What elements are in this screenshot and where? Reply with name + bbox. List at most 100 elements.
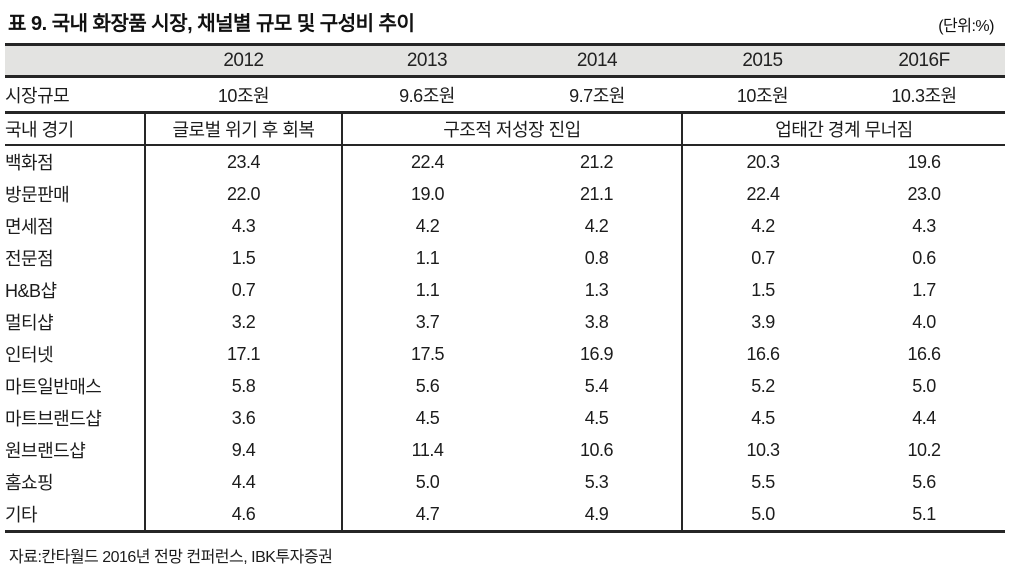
- channel-value: 4.2: [512, 210, 683, 242]
- channel-value: 1.1: [415, 279, 440, 300]
- source-note: 자료:칸타월드 2016년 전망 컨퍼런스, IBK투자증권: [9, 549, 333, 566]
- year-header: 2013: [406, 49, 448, 71]
- channel-value: 5.0: [912, 375, 936, 396]
- channel-value: 23.0: [907, 183, 941, 204]
- table-row: 멀티샵 3.2 3.7 3.8 3.9 4.0: [5, 306, 1005, 338]
- channel-value: 16.9: [512, 338, 683, 370]
- channel-label: 기타: [5, 498, 146, 532]
- channel-value: 9.4: [145, 434, 343, 466]
- unit-label: (단위:%): [938, 18, 994, 35]
- channel-value: 1.1: [415, 247, 440, 268]
- table-row: 마트브랜드샵 3.6 4.5 4.5 4.5 4.4: [5, 402, 1005, 434]
- channel-value: 19.0: [410, 183, 445, 204]
- channel-value: 0.6: [912, 247, 936, 268]
- year-header: 2016F: [898, 49, 950, 71]
- market-size-value: 10.3조원: [891, 85, 957, 106]
- channel-label: 원브랜드샵: [5, 434, 146, 466]
- channel-value: 4.9: [512, 498, 683, 532]
- table-row: 백화점 23.4 22.4 21.2 20.3 19.6: [5, 145, 1005, 178]
- channel-value: 5.4: [512, 370, 683, 402]
- channel-value: 1.7: [912, 279, 936, 300]
- channel-value: 4.5: [512, 402, 683, 434]
- economy-phase: 구조적 저성장 진입: [342, 112, 683, 145]
- channel-value: 22.4: [746, 183, 780, 204]
- channel-value: 16.6: [746, 343, 780, 364]
- channel-value: 0.7: [751, 247, 775, 268]
- table-row: H&B샵 0.7 1.1 1.3 1.5 1.7: [5, 274, 1005, 306]
- channel-label: 마트일반매스: [5, 370, 146, 402]
- channel-label: 마트브랜드샵: [5, 402, 146, 434]
- channel-value: 21.1: [512, 178, 683, 210]
- year-header: 2014: [576, 49, 618, 71]
- table-row: 전문점 1.5 1.1 0.8 0.7 0.6: [5, 242, 1005, 274]
- channel-value: 5.5: [751, 471, 775, 492]
- channel-label: 홈쇼핑: [5, 466, 146, 498]
- channel-value: 1.5: [751, 279, 775, 300]
- channel-value: 4.4: [145, 466, 343, 498]
- channel-value: 4.6: [145, 498, 343, 532]
- channel-value: 5.1: [912, 503, 936, 524]
- market-size-value: 10조원: [217, 85, 270, 106]
- channel-value: 0.7: [145, 274, 343, 306]
- channel-value: 3.7: [415, 311, 440, 332]
- channel-value: 21.2: [512, 145, 683, 178]
- channel-value: 17.5: [410, 343, 445, 364]
- channel-value: 4.4: [912, 407, 936, 428]
- table-row: 원브랜드샵 9.4 11.4 10.6 10.3 10.2: [5, 434, 1005, 466]
- channel-value: 3.2: [145, 306, 343, 338]
- channel-value: 5.8: [145, 370, 343, 402]
- channel-value: 10.3: [746, 439, 780, 460]
- channel-value: 4.2: [415, 215, 440, 236]
- channel-value: 5.0: [751, 503, 775, 524]
- table-title: 표 9. 국내 화장품 시장, 채널별 규모 및 구성비 추이: [8, 13, 415, 35]
- channel-value: 4.0: [912, 311, 936, 332]
- channel-value: 23.4: [145, 145, 343, 178]
- channel-value: 4.2: [751, 215, 775, 236]
- channel-value: 3.8: [512, 306, 683, 338]
- channel-value: 4.3: [145, 210, 343, 242]
- market-size-value: 10조원: [736, 85, 789, 106]
- table-row: 인터넷 17.1 17.5 16.9 16.6 16.6: [5, 338, 1005, 370]
- channel-value: 1.3: [512, 274, 683, 306]
- channel-value: 17.1: [145, 338, 343, 370]
- economy-row: 국내 경기 글로벌 위기 후 회복 구조적 저성장 진입 업태간 경계 무너짐: [5, 112, 1005, 145]
- channel-value: 5.6: [912, 471, 936, 492]
- channel-value: 16.6: [907, 343, 941, 364]
- channel-label: 면세점: [5, 210, 146, 242]
- channel-value: 0.8: [512, 242, 683, 274]
- market-size-row: 시장규모 10조원 9.6조원 9.7조원 10조원 10.3조원: [5, 77, 1005, 113]
- channel-label: 인터넷: [5, 338, 146, 370]
- channel-value: 5.2: [751, 375, 775, 396]
- title-bar: 표 9. 국내 화장품 시장, 채널별 규모 및 구성비 추이 (단위:%): [8, 7, 994, 36]
- channel-value: 10.2: [907, 439, 941, 460]
- channel-value: 5.0: [415, 471, 440, 492]
- table-row: 홈쇼핑 4.4 5.0 5.3 5.5 5.6: [5, 466, 1005, 498]
- channel-value: 5.3: [512, 466, 683, 498]
- year-header: 2012: [223, 49, 264, 71]
- year-header-row: 2012 2013 2014 2015 2016F: [5, 44, 1005, 77]
- economy-phase: 글로벌 위기 후 회복: [145, 112, 343, 145]
- channel-value: 4.7: [415, 503, 440, 524]
- market-size-label: 시장규모: [5, 85, 70, 106]
- channel-value: 4.3: [912, 215, 936, 236]
- table-row: 마트일반매스 5.8 5.6 5.4 5.2 5.0: [5, 370, 1005, 402]
- channel-value: 5.6: [415, 375, 440, 396]
- economy-label: 국내 경기: [5, 112, 146, 145]
- channel-label: 전문점: [5, 242, 146, 274]
- channel-value: 19.6: [907, 151, 941, 172]
- corner-cell: [5, 45, 145, 77]
- market-size-value: 9.6조원: [399, 85, 455, 106]
- table-row: 방문판매 22.0 19.0 21.1 22.4 23.0: [5, 178, 1005, 210]
- channel-value: 3.9: [751, 311, 775, 332]
- channel-value: 22.0: [145, 178, 343, 210]
- channel-value: 10.6: [512, 434, 683, 466]
- table-row: 면세점 4.3 4.2 4.2 4.2 4.3: [5, 210, 1005, 242]
- table-row: 기타 4.6 4.7 4.9 5.0 5.1: [5, 498, 1005, 532]
- economy-phase: 업태간 경계 무너짐: [775, 120, 913, 140]
- market-size-value: 9.7조원: [569, 85, 625, 106]
- channel-value: 1.5: [145, 242, 343, 274]
- cosmetics-channel-table: 2012 2013 2014 2015 2016F 시장규모 10조원 9.6조…: [5, 43, 1005, 533]
- channel-label: H&B샵: [5, 274, 146, 306]
- channel-value: 3.6: [145, 402, 343, 434]
- channel-label: 멀티샵: [5, 306, 146, 338]
